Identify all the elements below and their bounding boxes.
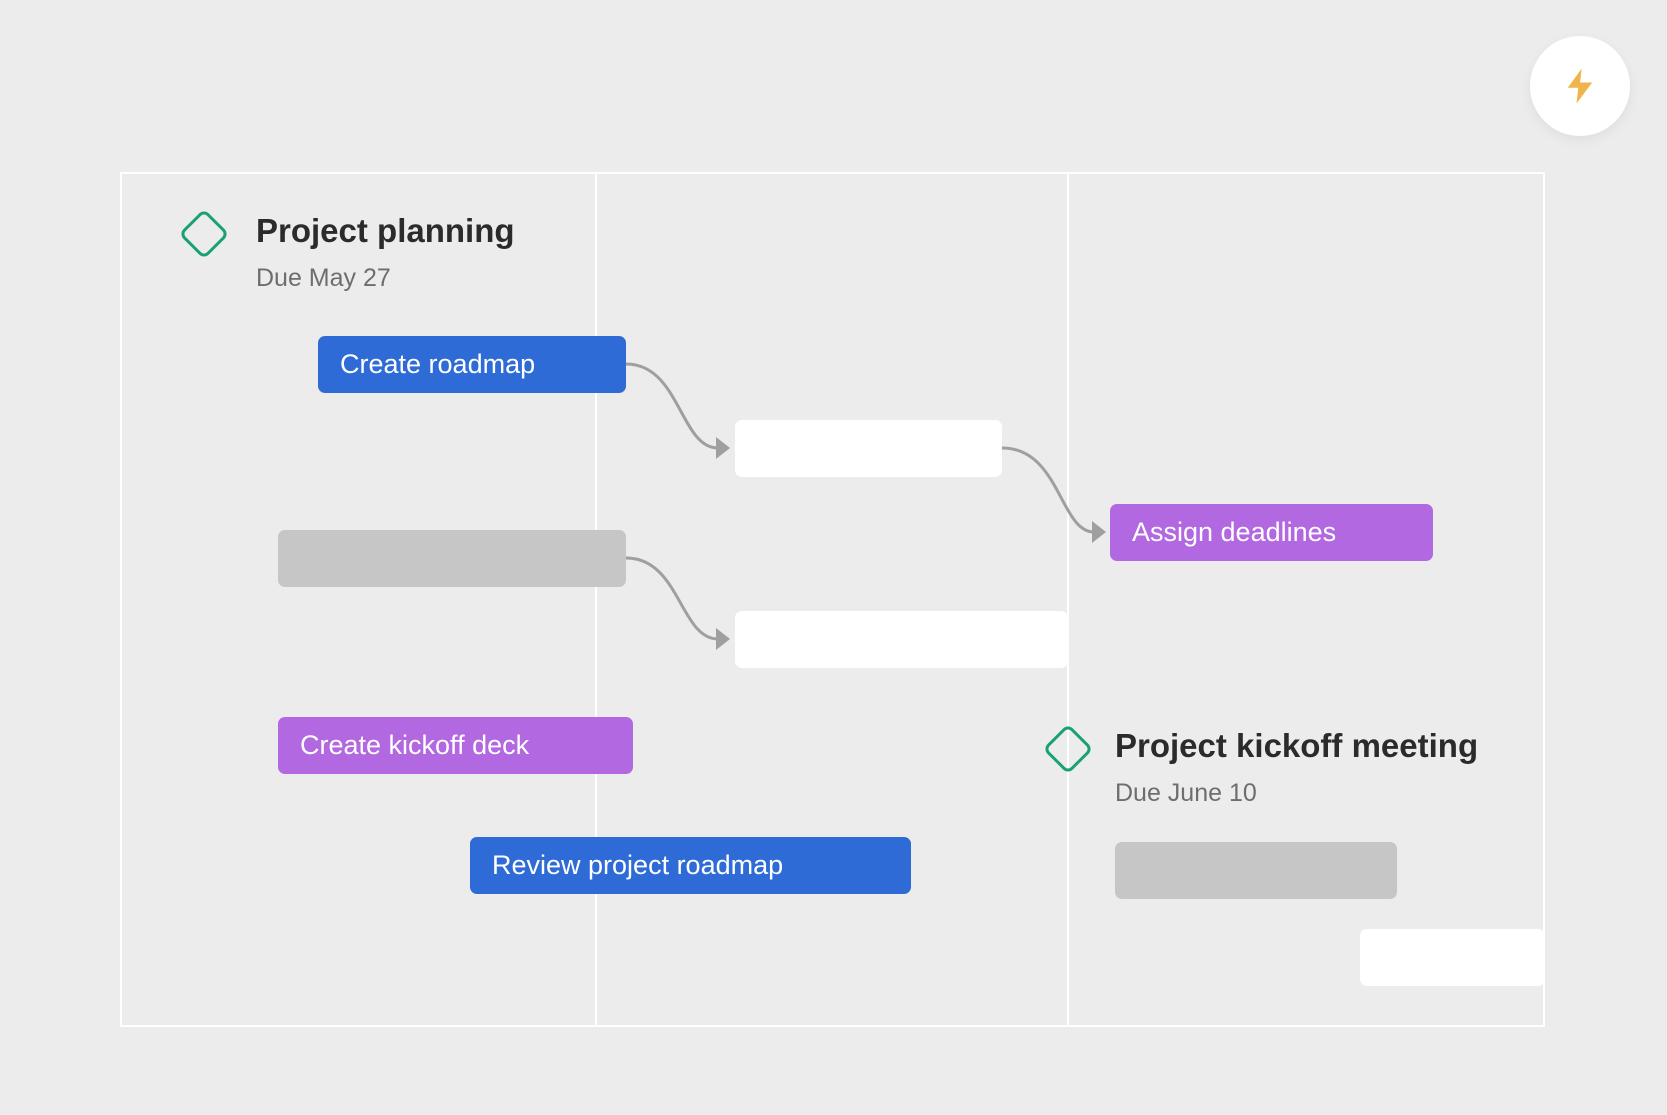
task-label: Assign deadlines bbox=[1132, 517, 1336, 548]
task-create-kickoff-deck[interactable]: Create kickoff deck bbox=[278, 717, 633, 774]
task-placeholder[interactable] bbox=[1115, 842, 1397, 899]
dependency-arrowhead-icon bbox=[1092, 521, 1106, 543]
dependency-arrowhead-icon bbox=[716, 628, 730, 650]
task-label: Create roadmap bbox=[340, 349, 535, 380]
dependency-arrowhead-icon bbox=[716, 437, 730, 459]
lightning-bolt-icon bbox=[1559, 65, 1601, 107]
column-divider bbox=[595, 174, 597, 1025]
milestone-title: Project planning bbox=[256, 212, 515, 250]
task-placeholder[interactable] bbox=[1360, 929, 1545, 986]
milestone-title: Project kickoff meeting bbox=[1115, 727, 1478, 765]
lightning-fab-button[interactable] bbox=[1530, 36, 1630, 136]
task-placeholder[interactable] bbox=[735, 611, 1068, 668]
task-placeholder[interactable] bbox=[735, 420, 1002, 477]
milestone-due-text: Due May 27 bbox=[256, 264, 391, 293]
column-divider bbox=[1067, 174, 1069, 1025]
timeline-canvas: Project planning Due May 27 Project kick… bbox=[0, 0, 1667, 1115]
task-assign-deadlines[interactable]: Assign deadlines bbox=[1110, 504, 1433, 561]
task-review-project-roadmap[interactable]: Review project roadmap bbox=[470, 837, 911, 894]
task-create-roadmap[interactable]: Create roadmap bbox=[318, 336, 626, 393]
task-label: Review project roadmap bbox=[492, 850, 783, 881]
task-label: Create kickoff deck bbox=[300, 730, 529, 761]
task-placeholder[interactable] bbox=[278, 530, 626, 587]
milestone-due-text: Due June 10 bbox=[1115, 779, 1257, 808]
